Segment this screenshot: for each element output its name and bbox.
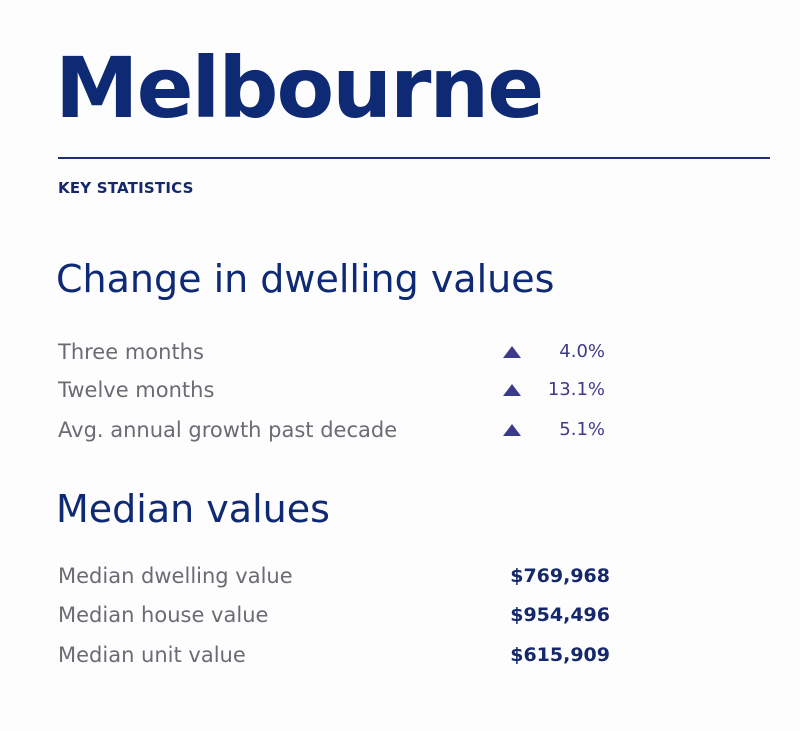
change-row-value: 4.0% bbox=[559, 341, 605, 362]
median-row-value-group: $615,909 bbox=[510, 639, 610, 671]
change-row-twelve-months: Twelve months 13.1% bbox=[58, 374, 605, 406]
change-row-three-months: Three months 4.0% bbox=[58, 336, 605, 368]
median-row-label: Median dwelling value bbox=[58, 564, 293, 588]
up-triangle-icon bbox=[503, 346, 521, 358]
change-row-label: Three months bbox=[58, 340, 204, 364]
title-divider bbox=[58, 157, 770, 159]
median-row-value: $769,968 bbox=[510, 565, 610, 587]
up-triangle-icon bbox=[503, 384, 521, 396]
change-row-value: 13.1% bbox=[547, 379, 605, 400]
change-row-value-group: 13.1% bbox=[503, 374, 605, 406]
median-row-dwelling: Median dwelling value $769,968 bbox=[58, 560, 610, 592]
section-eyebrow: KEY STATISTICS bbox=[58, 179, 194, 197]
median-row-value-group: $769,968 bbox=[510, 560, 610, 592]
change-row-decade-growth: Avg. annual growth past decade 5.1% bbox=[58, 414, 605, 446]
median-row-value: $954,496 bbox=[510, 604, 610, 626]
city-title: Melbourne bbox=[55, 39, 544, 137]
change-row-value: 5.1% bbox=[559, 419, 605, 440]
up-triangle-icon bbox=[503, 424, 521, 436]
median-heading: Median values bbox=[56, 487, 330, 531]
median-row-unit: Median unit value $615,909 bbox=[58, 639, 610, 671]
median-row-label: Median unit value bbox=[58, 643, 246, 667]
change-heading: Change in dwelling values bbox=[56, 257, 555, 301]
change-row-value-group: 5.1% bbox=[503, 414, 605, 446]
median-row-value: $615,909 bbox=[510, 644, 610, 666]
median-row-house: Median house value $954,496 bbox=[58, 599, 610, 631]
change-row-label: Twelve months bbox=[58, 378, 215, 402]
change-row-value-group: 4.0% bbox=[503, 336, 605, 368]
change-row-label: Avg. annual growth past decade bbox=[58, 418, 398, 442]
median-row-value-group: $954,496 bbox=[510, 599, 610, 631]
median-row-label: Median house value bbox=[58, 603, 269, 627]
